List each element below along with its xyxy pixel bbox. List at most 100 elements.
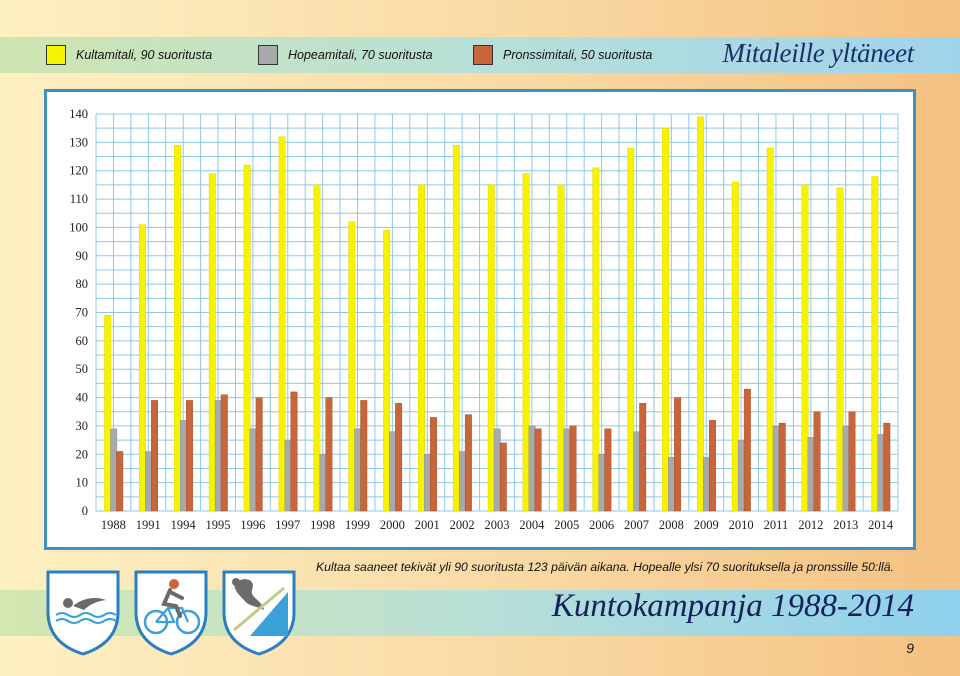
bar-bronze [499,442,507,512]
legend-swatch-silver [258,45,278,65]
y-tick-label: 40 [76,391,89,405]
bar-silver [110,428,118,512]
x-tick-label: 1998 [310,518,335,532]
bar-silver [424,454,431,512]
x-tick-label: 2008 [659,518,684,532]
legend-item-silver: Hopeamitali, 70 suoritusta [258,45,473,65]
bar-gold [313,184,321,512]
bar-bronze [674,397,682,512]
caption: Kultaa saaneet tekivät yli 90 suoritusta… [316,560,894,574]
bar-bronze [778,422,786,512]
bar-gold [731,181,739,512]
x-tick-label: 2001 [415,518,440,532]
bar-bronze [116,451,124,512]
x-tick-label: 2012 [798,518,823,532]
y-tick-label: 20 [76,447,89,461]
bar-gold [627,147,635,512]
bar-gold [871,176,879,512]
x-tick-label: 2007 [624,518,649,532]
legend-label-gold: Kultamitali, 90 suoritusta [76,48,213,62]
x-tick-label: 1996 [240,518,265,532]
sport-icons [46,570,296,661]
x-tick-label: 2002 [450,518,475,532]
bar-silver [179,420,187,512]
bar-bronze [464,414,472,512]
skiing-icon [222,570,296,656]
bar-silver [703,456,710,512]
bar-bronze [639,403,647,512]
y-tick-label: 110 [70,192,88,206]
bar-gold [104,315,112,512]
bar-silver [389,431,397,512]
chart-title: Mitaleille yltäneet [722,38,915,68]
y-tick-label: 60 [76,334,89,348]
bar-bronze [569,425,577,512]
x-tick-label: 2011 [764,518,789,532]
bar-gold [278,136,286,512]
x-tick-label: 2003 [485,518,510,532]
x-tick-label: 2005 [554,518,579,532]
bar-bronze [848,411,856,512]
x-tick-label: 2004 [519,518,545,532]
x-tick-label: 2006 [589,518,614,532]
y-tick-label: 100 [69,220,88,234]
bar-bronze [220,394,228,512]
x-tick-label: 2013 [833,518,858,532]
bar-gold [243,164,251,512]
bar-bronze [255,397,263,512]
y-tick-label: 70 [76,306,89,320]
bar-silver [493,428,501,512]
bar-bronze [604,428,612,512]
x-tick-label: 1988 [101,518,126,532]
bar-gold [557,184,565,512]
legend-item-bronze: Pronssimitali, 50 suoritusta [473,45,652,65]
bar-bronze [151,400,159,512]
bar-silver [354,428,362,512]
x-tick-label: 2010 [729,518,754,532]
bar-silver [145,451,153,512]
bar-bronze [185,400,193,512]
bar-gold [801,184,809,512]
bar-silver [877,434,885,512]
bar-bronze [360,400,368,512]
bar-gold [522,173,530,512]
bar-silver [598,454,606,512]
bar-gold [487,184,495,512]
bar-bronze [325,397,333,512]
bar-gold [697,116,704,512]
y-tick-label: 30 [76,419,89,433]
bar-silver [284,439,292,512]
bar-gold [173,144,181,512]
bar-bronze [709,420,716,512]
cycling-icon [134,570,208,656]
bar-gold [208,173,216,512]
legend-swatch-gold [46,45,66,65]
bar-silver [249,428,257,512]
bar-silver [842,425,850,512]
bar-silver [214,400,222,512]
bar-bronze [290,391,298,512]
bar-bronze [395,403,403,512]
bar-gold [836,187,844,512]
legend-swatch-bronze [473,45,493,65]
x-tick-label: 1995 [206,518,231,532]
bar-silver [319,454,327,512]
y-tick-label: 0 [82,504,88,518]
y-tick-label: 50 [76,362,89,376]
bar-gold [139,224,147,512]
y-tick-label: 10 [76,476,89,490]
y-tick-label: 90 [76,249,89,263]
page-number: 9 [906,640,914,656]
bar-gold [766,147,774,512]
x-tick-label: 2014 [868,518,894,532]
bar-bronze [883,422,891,512]
bar-bronze [430,417,437,512]
bar-silver [633,431,641,512]
bar-gold [592,167,600,512]
x-tick-label: 2000 [380,518,405,532]
bar-silver [772,425,780,512]
bar-gold [383,230,391,512]
bar-bronze [743,388,751,512]
bar-silver [528,425,536,512]
